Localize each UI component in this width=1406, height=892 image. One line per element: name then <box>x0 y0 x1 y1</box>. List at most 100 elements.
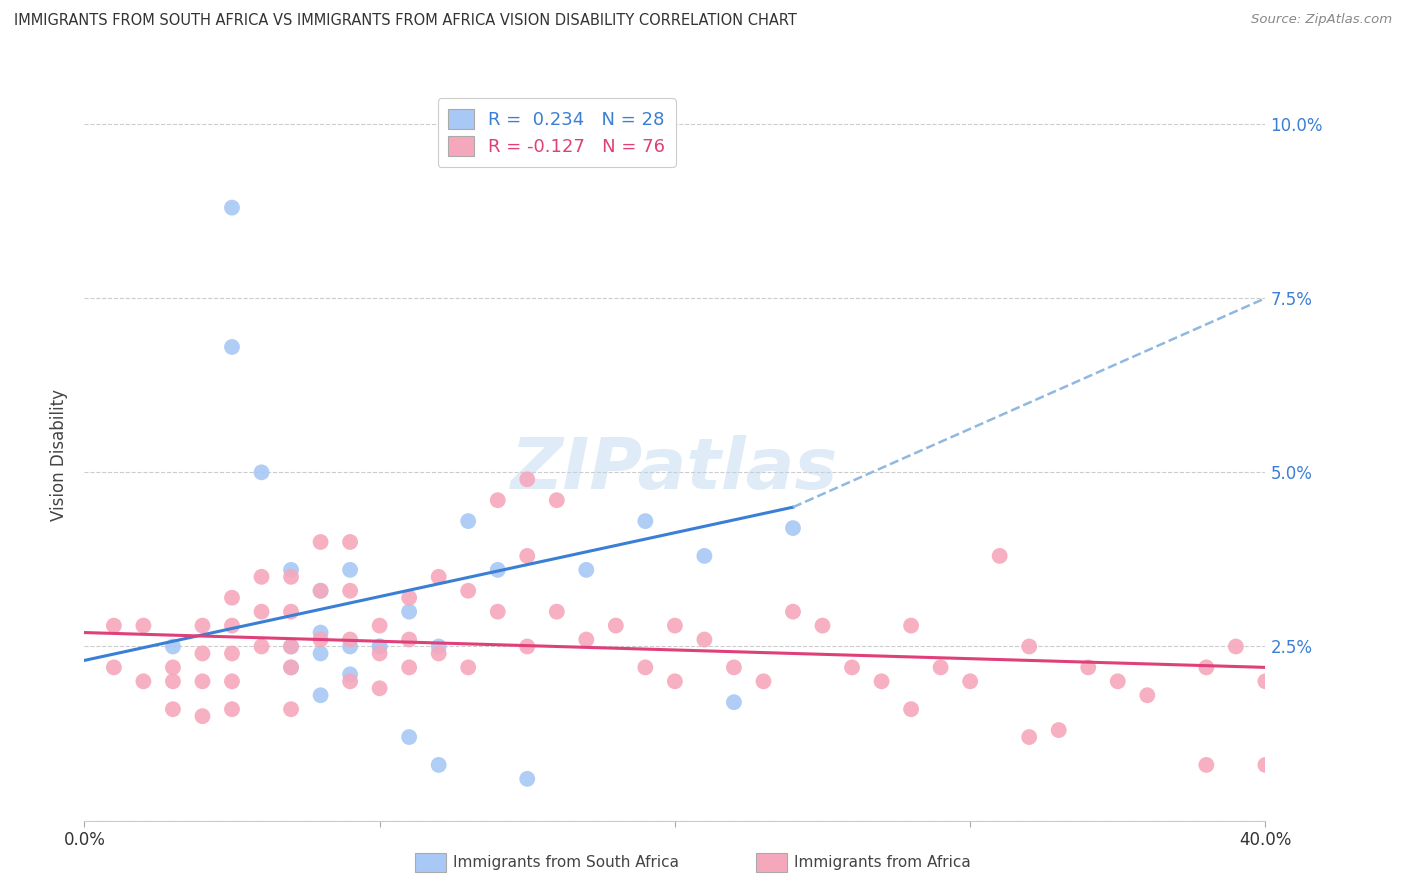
Point <box>516 640 538 654</box>
Point <box>1018 730 1040 744</box>
Point <box>398 591 420 605</box>
Point <box>427 758 450 772</box>
Point <box>693 549 716 563</box>
Point <box>280 605 302 619</box>
Point <box>1225 640 1247 654</box>
Point <box>162 640 184 654</box>
Point <box>221 591 243 605</box>
Point <box>280 640 302 654</box>
Point <box>634 514 657 528</box>
Point <box>250 640 273 654</box>
Point <box>693 632 716 647</box>
Point <box>1254 758 1277 772</box>
Text: Immigrants from South Africa: Immigrants from South Africa <box>453 855 679 870</box>
Point <box>221 618 243 632</box>
Point <box>162 674 184 689</box>
Point <box>280 660 302 674</box>
Point <box>605 618 627 632</box>
Point <box>250 466 273 480</box>
Text: IMMIGRANTS FROM SOUTH AFRICA VS IMMIGRANTS FROM AFRICA VISION DISABILITY CORRELA: IMMIGRANTS FROM SOUTH AFRICA VS IMMIGRAN… <box>14 13 797 29</box>
Point <box>427 570 450 584</box>
Point <box>368 640 391 654</box>
Point <box>103 618 125 632</box>
Point <box>162 702 184 716</box>
Point <box>782 521 804 535</box>
Point <box>988 549 1011 563</box>
Point <box>870 674 893 689</box>
Point <box>1195 758 1218 772</box>
Point <box>250 605 273 619</box>
Point <box>191 647 214 661</box>
Point <box>339 674 361 689</box>
Point <box>368 618 391 632</box>
Text: Immigrants from Africa: Immigrants from Africa <box>794 855 972 870</box>
Point <box>280 702 302 716</box>
Point <box>221 647 243 661</box>
Point <box>457 660 479 674</box>
Point <box>1254 674 1277 689</box>
Text: Source: ZipAtlas.com: Source: ZipAtlas.com <box>1251 13 1392 27</box>
Point <box>339 535 361 549</box>
Point <box>309 583 332 598</box>
Point <box>309 632 332 647</box>
Point <box>162 660 184 674</box>
Point <box>309 647 332 661</box>
Point <box>339 632 361 647</box>
Point <box>398 605 420 619</box>
Point <box>368 640 391 654</box>
Point <box>132 674 155 689</box>
Point <box>280 563 302 577</box>
Point <box>309 583 332 598</box>
Point <box>221 702 243 716</box>
Point <box>782 605 804 619</box>
Point <box>516 472 538 486</box>
Point <box>427 647 450 661</box>
Point <box>339 563 361 577</box>
Point <box>486 605 509 619</box>
Point <box>900 702 922 716</box>
Point <box>132 618 155 632</box>
Point <box>1136 688 1159 702</box>
Point <box>546 493 568 508</box>
Point <box>1018 640 1040 654</box>
Point <box>900 618 922 632</box>
Point <box>1047 723 1070 737</box>
Point <box>959 674 981 689</box>
Point <box>811 618 834 632</box>
Point <box>546 605 568 619</box>
Point <box>309 688 332 702</box>
Point <box>221 674 243 689</box>
Point <box>221 201 243 215</box>
Point <box>339 640 361 654</box>
Point <box>309 625 332 640</box>
Point <box>398 660 420 674</box>
Point <box>339 583 361 598</box>
Point <box>368 647 391 661</box>
Point <box>427 640 450 654</box>
Point <box>280 640 302 654</box>
Point <box>575 563 598 577</box>
Point <box>191 674 214 689</box>
Point <box>516 549 538 563</box>
Point <box>368 681 391 696</box>
Y-axis label: Vision Disability: Vision Disability <box>51 389 69 521</box>
Point <box>664 674 686 689</box>
Point <box>398 730 420 744</box>
Point <box>929 660 952 674</box>
Legend: R =  0.234   N = 28, R = -0.127   N = 76: R = 0.234 N = 28, R = -0.127 N = 76 <box>437 98 676 167</box>
Point <box>841 660 863 674</box>
Point <box>486 493 509 508</box>
Point <box>752 674 775 689</box>
Point <box>457 514 479 528</box>
Point <box>457 583 479 598</box>
Point <box>1077 660 1099 674</box>
Point <box>339 667 361 681</box>
Point <box>634 660 657 674</box>
Point <box>103 660 125 674</box>
Point <box>516 772 538 786</box>
Point <box>1195 660 1218 674</box>
Point <box>664 618 686 632</box>
Point <box>191 618 214 632</box>
Point <box>723 695 745 709</box>
Point <box>221 340 243 354</box>
